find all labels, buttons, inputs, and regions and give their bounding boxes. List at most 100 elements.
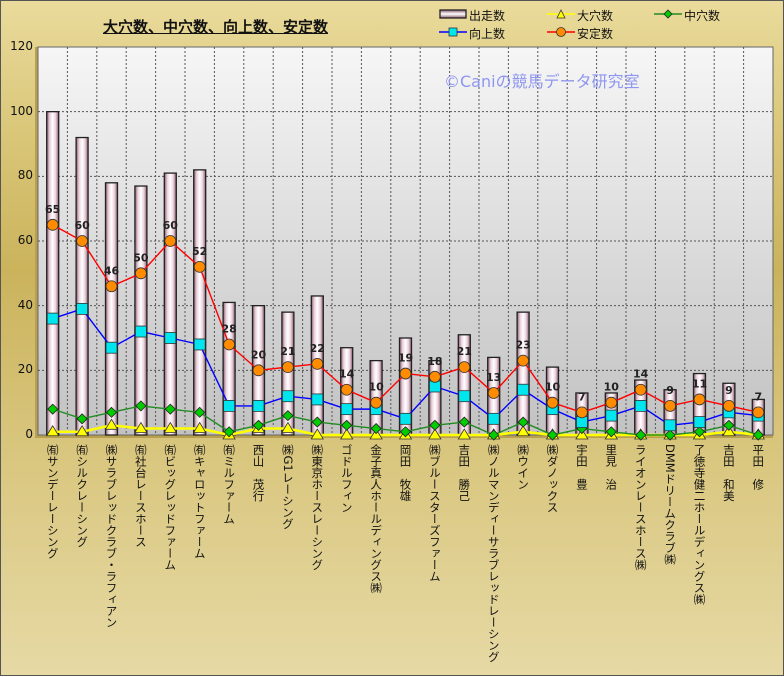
marker-triangle	[310, 428, 325, 440]
marker-diamond	[47, 403, 59, 415]
marker-circle	[281, 361, 294, 374]
marker-diamond	[341, 419, 353, 431]
x-tick-label: ㈱ノルマンディーサラブレッドレーシング	[486, 444, 501, 663]
marker-diamond	[135, 400, 147, 412]
marker-square	[605, 409, 618, 422]
x-tick-label: ㈲キャロットファーム	[192, 444, 207, 559]
x-tick-label: 宇田 豊	[574, 444, 589, 490]
marker-circle	[252, 364, 265, 377]
bar-出走数	[75, 136, 89, 436]
marker-circle	[46, 218, 59, 231]
x-tick-label: 金子真人ホールディングス㈱	[369, 444, 384, 594]
marker-square	[664, 419, 676, 432]
marker-diamond	[429, 419, 441, 431]
bar-出走数	[104, 182, 119, 436]
data-label: 20	[251, 348, 267, 361]
legend-symbol-icon	[439, 8, 467, 23]
marker-circle	[193, 260, 206, 273]
marker-diamond	[458, 416, 470, 428]
x-tick-label: ㈱ダノックス	[545, 444, 560, 513]
marker-diamond	[488, 429, 500, 441]
x-tick-label: ライオンレースホース㈱	[633, 444, 648, 571]
data-label: 18	[427, 355, 442, 368]
marker-square	[252, 399, 265, 412]
bar-出走数	[281, 311, 295, 436]
marker-diamond	[605, 426, 617, 438]
data-label: 65	[45, 203, 60, 216]
legend-symbol-icon	[439, 26, 467, 41]
data-label: 22	[310, 342, 325, 355]
marker-diamond	[194, 406, 206, 418]
data-label: 7	[754, 390, 762, 403]
marker-diamond	[370, 422, 382, 435]
marker-circle	[428, 370, 441, 383]
x-tick-label: ㈱サラブレッドクラブ・ラフィアン	[104, 444, 119, 628]
marker-diamond	[399, 426, 412, 438]
legend-label: 安定数	[577, 27, 614, 41]
marker-circle	[105, 280, 118, 293]
data-label: 10	[368, 381, 384, 394]
marker-diamond	[546, 429, 559, 441]
marker-circle	[487, 387, 500, 399]
marker-triangle	[45, 424, 60, 437]
marker-square	[281, 390, 294, 403]
y-tick-label: 100	[10, 103, 33, 118]
bar-出走数	[163, 172, 177, 436]
data-label: 60	[163, 219, 179, 232]
legend-symbol-icon	[547, 8, 575, 23]
legend-item: 大穴数	[547, 7, 613, 24]
legend-item: 向上数	[439, 25, 505, 42]
marker-diamond	[105, 406, 118, 418]
data-label: 21	[280, 345, 295, 358]
x-tick-label: ㈱ブルースターズファーム	[427, 444, 442, 582]
marker-diamond	[664, 429, 676, 441]
marker-circle	[752, 406, 765, 419]
marker-diamond	[723, 419, 735, 431]
marker-circle	[134, 267, 147, 280]
marker-square	[693, 416, 706, 428]
legend-label: 大穴数	[577, 9, 614, 23]
marker-diamond	[693, 426, 706, 438]
marker-triangle	[428, 428, 442, 440]
marker-diamond	[752, 429, 764, 441]
x-tick-label: 吉田 勝己	[457, 444, 472, 502]
data-label: 7	[578, 390, 586, 403]
x-tick-label: ㈲シルクレーシング	[75, 444, 90, 548]
marker-square	[134, 325, 147, 338]
marker-circle	[164, 235, 177, 247]
marker-diamond	[517, 416, 529, 428]
legend-label: 中穴数	[684, 9, 721, 23]
marker-square	[46, 312, 59, 325]
marker-circle	[311, 357, 324, 370]
marker-square	[399, 412, 412, 425]
x-tick-label: ㈲ミルファーム	[222, 444, 237, 525]
legend-item: 中穴数	[654, 7, 720, 24]
marker-square	[76, 302, 88, 315]
data-label: 14	[633, 368, 649, 381]
y-tick-label: 120	[10, 39, 33, 53]
marker-circle	[223, 338, 236, 351]
chart-title: 大穴数、中穴数、向上数、安定数	[103, 18, 329, 36]
marker-diamond	[311, 416, 323, 428]
marker-square	[164, 332, 177, 344]
marker-circle	[340, 383, 353, 396]
x-tick-label: ゴドルフィン	[339, 444, 354, 513]
data-label: 9	[725, 384, 733, 397]
watermark: ©Caniの競馬データ研究室	[444, 72, 640, 91]
y-tick-label: 40	[17, 297, 33, 312]
marker-circle	[546, 396, 559, 409]
legend-symbol-icon	[654, 8, 682, 23]
x-tick-label: ㈲サンデーレーシング	[45, 444, 60, 559]
marker-square	[517, 383, 529, 396]
marker-circle	[664, 399, 676, 412]
bar-出走数	[134, 185, 148, 436]
marker-circle	[458, 361, 471, 374]
data-label: 10	[604, 381, 620, 394]
marker-triangle	[281, 421, 295, 433]
x-tick-label: ㈱G1レーシング	[280, 444, 295, 530]
y-tick-label: 20	[17, 362, 33, 377]
marker-diamond	[223, 426, 235, 438]
data-label: 10	[545, 381, 561, 394]
data-label: 50	[133, 251, 149, 264]
